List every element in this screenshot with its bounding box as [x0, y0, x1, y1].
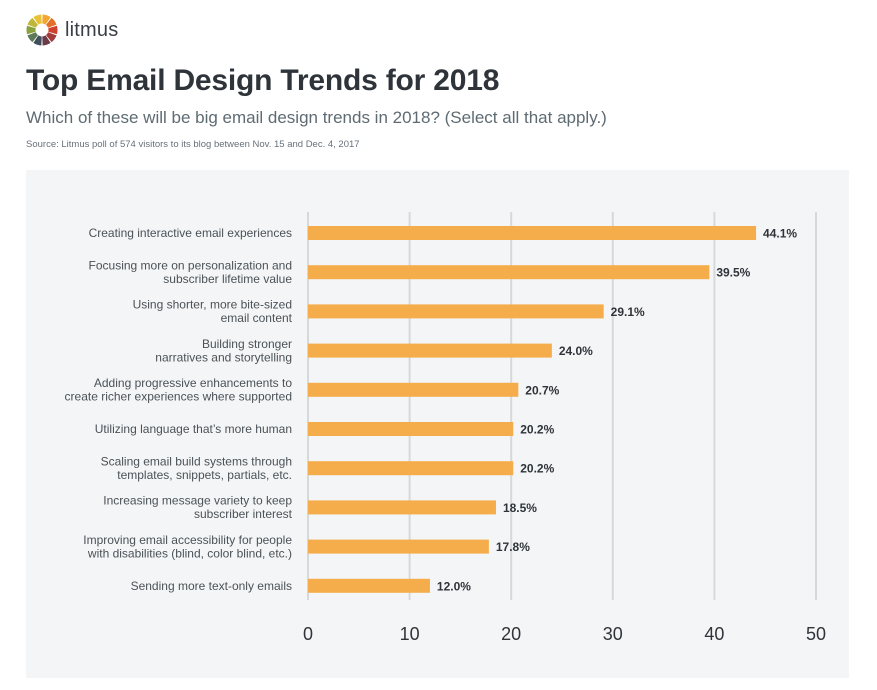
bar [308, 382, 519, 397]
bar [308, 422, 514, 436]
data-label: 29.1% [611, 305, 645, 319]
logo-segment [26, 25, 36, 35]
logo-segment [33, 14, 42, 25]
logo-segment [33, 35, 42, 46]
data-label: 18.5% [503, 501, 537, 515]
category-label: Scaling email build systems through templ… [101, 454, 292, 482]
category-label: Sending more text-only emails [131, 579, 292, 593]
data-label: 44.1% [763, 227, 797, 241]
data-label: 20.2% [520, 462, 554, 476]
category-label: Creating interactive email experiences [89, 226, 292, 240]
category-label: Improving email accessibility for people… [83, 533, 292, 561]
category-label: Utilizing language that’s more human [95, 422, 292, 436]
x-tick-label: 10 [400, 624, 420, 644]
logo-segment [42, 35, 51, 46]
category-label: Focusing more on personalization and subs… [89, 258, 293, 286]
category-label: Using shorter, more bite-sized email cont… [133, 298, 293, 326]
page-title: Top Email Design Trends for 2018 [26, 64, 500, 97]
bar [308, 500, 496, 515]
logo-segment [27, 32, 38, 43]
bar-chart: 0 10 20 30 40 50 44.1% Creating interactive ema… [65, 212, 826, 644]
data-label: 20.7% [525, 383, 559, 397]
brand-name: litmus [65, 18, 119, 41]
x-tick-label: 50 [806, 624, 826, 644]
logo-segment [46, 17, 57, 28]
source-note: Source: Litmus poll of 574 visitors to i… [26, 139, 360, 150]
data-label: 12.0% [437, 579, 471, 593]
bar [308, 461, 514, 476]
litmus-logo-icon [26, 14, 58, 46]
page-subtitle: Which of these will be big email design … [26, 108, 607, 127]
x-tick-label: 0 [303, 624, 313, 644]
data-label: 24.0% [559, 344, 593, 358]
logo-segment [27, 17, 38, 28]
bar [308, 539, 489, 554]
bar [308, 343, 552, 358]
brand: litmus [26, 14, 118, 46]
bar [308, 265, 710, 280]
data-label: 17.8% [496, 540, 530, 554]
data-label: 39.5% [716, 266, 750, 280]
bar [308, 304, 604, 319]
logo-segment [42, 14, 51, 25]
logo-segment [48, 25, 58, 35]
x-tick-label: 20 [501, 624, 521, 644]
bar [308, 578, 430, 593]
category-label: Building stronger narratives and storytel… [155, 337, 292, 365]
chart-panel: 0 10 20 30 40 50 44.1% Creating interactive ema… [26, 170, 849, 678]
category-label: Adding progressive enhancements to create… [65, 376, 293, 404]
bar [308, 226, 757, 240]
logo-segment [46, 32, 57, 43]
category-label: Increasing message variety to keep subscr… [103, 494, 292, 522]
data-label: 20.2% [520, 423, 554, 437]
x-tick-label: 30 [603, 624, 623, 644]
x-tick-label: 40 [704, 624, 724, 644]
